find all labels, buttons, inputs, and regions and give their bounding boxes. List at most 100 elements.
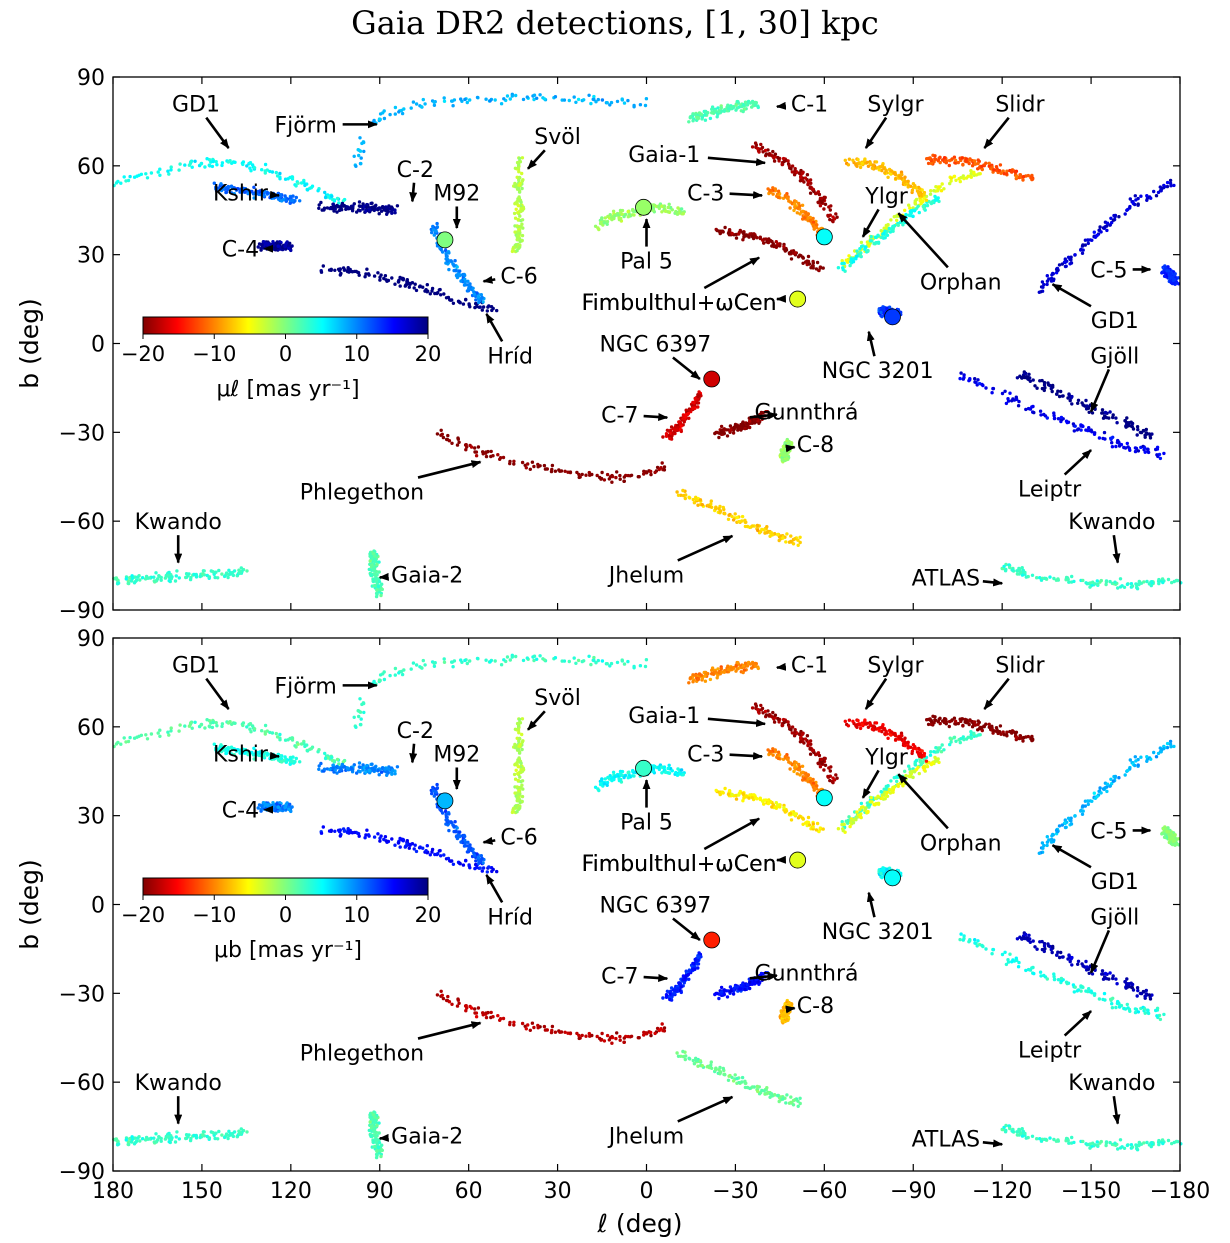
stream-point [580, 472, 584, 477]
stream-point [383, 767, 387, 771]
stream-point [732, 425, 736, 430]
stream-point [798, 171, 802, 176]
stream-point [854, 162, 858, 166]
stream-point [1016, 404, 1021, 408]
stream-point [241, 723, 245, 728]
stream-point [707, 504, 711, 509]
colorbar-tick-label: 10 [343, 342, 370, 366]
cluster-marker [436, 231, 454, 249]
stream-point [597, 227, 601, 232]
stream-point [388, 112, 392, 117]
stream-point [1059, 389, 1063, 394]
stream-point [681, 212, 685, 216]
stream-point [756, 528, 760, 533]
stream-point [1130, 424, 1135, 429]
stream-point [811, 264, 815, 268]
stream-point [501, 455, 506, 460]
stream-point [400, 111, 405, 116]
stream-point [138, 578, 142, 582]
stream-point [1045, 416, 1050, 420]
stream-point [249, 730, 253, 734]
stream-point [700, 115, 704, 120]
stream-point [622, 775, 626, 780]
stream-point [958, 376, 962, 381]
stream-point [331, 202, 335, 206]
stream-point [309, 186, 313, 190]
stream-point [958, 179, 962, 184]
stream-point [158, 173, 162, 177]
stream-point [972, 171, 976, 175]
stream-point [792, 208, 796, 213]
stream-point [458, 830, 462, 834]
stream-point [801, 261, 805, 265]
stream-point [605, 101, 609, 105]
stream-point [372, 274, 377, 278]
stream-point [788, 206, 792, 210]
stream-point [177, 576, 181, 580]
stream-point [1168, 178, 1173, 183]
stream-point [718, 509, 723, 513]
stream-point [226, 184, 230, 189]
stream-point [1143, 433, 1147, 437]
stream-point [1143, 446, 1147, 450]
stream-point [764, 237, 768, 241]
stream-point [762, 241, 766, 245]
stream-point [913, 184, 917, 188]
stream-point [649, 472, 653, 477]
stream-point [428, 853, 432, 857]
stream-point [743, 100, 748, 104]
stream-point [1032, 410, 1036, 415]
stream-label: C-4 [222, 238, 259, 263]
stream-point [376, 584, 381, 589]
stream-point [410, 281, 415, 285]
stream-point [781, 458, 785, 462]
stream-point [288, 198, 293, 203]
stream-kwando-east- [112, 566, 249, 586]
stream-point [1125, 424, 1130, 428]
stream-point [385, 773, 389, 777]
stream-point [467, 844, 471, 848]
stream-point [784, 248, 789, 252]
stream-point [493, 659, 497, 663]
stream-point [269, 755, 273, 759]
stream-point [174, 574, 178, 578]
stream-point [611, 209, 616, 213]
stream-point [431, 785, 435, 790]
stream-point [748, 425, 752, 430]
stream-point [618, 477, 622, 481]
stream-point [393, 282, 397, 286]
stream-point [440, 432, 444, 436]
stream-point [643, 103, 648, 108]
stream-point [1130, 584, 1135, 588]
stream-label: GD1 [172, 93, 220, 118]
stream-point [759, 142, 763, 147]
stream-point [514, 207, 518, 211]
stream-label: Orphan [920, 270, 1002, 295]
stream-point [1087, 426, 1091, 430]
stream-point [357, 200, 362, 204]
stream-point [675, 490, 679, 494]
stream-point [815, 260, 820, 265]
stream-point [1045, 835, 1050, 839]
stream-point [860, 161, 864, 165]
stream-point [1168, 739, 1173, 744]
stream-point [786, 159, 790, 163]
stream-point [710, 111, 714, 115]
stream-point [321, 825, 325, 829]
stream-label: Kwando [1068, 510, 1155, 535]
stream-point [463, 841, 467, 845]
stream-point [305, 188, 310, 192]
stream-label: Gaia-2 [391, 563, 463, 588]
stream-point [806, 254, 811, 259]
stream-point [543, 467, 548, 471]
stream-point [942, 187, 946, 191]
stream-point [1103, 437, 1107, 441]
stream-point [906, 179, 910, 183]
stream-point [1040, 386, 1045, 391]
stream-point [463, 658, 467, 663]
stream-point [1126, 768, 1130, 773]
stream-point [409, 667, 413, 671]
stream-point [414, 102, 419, 106]
stream-point [734, 103, 738, 107]
